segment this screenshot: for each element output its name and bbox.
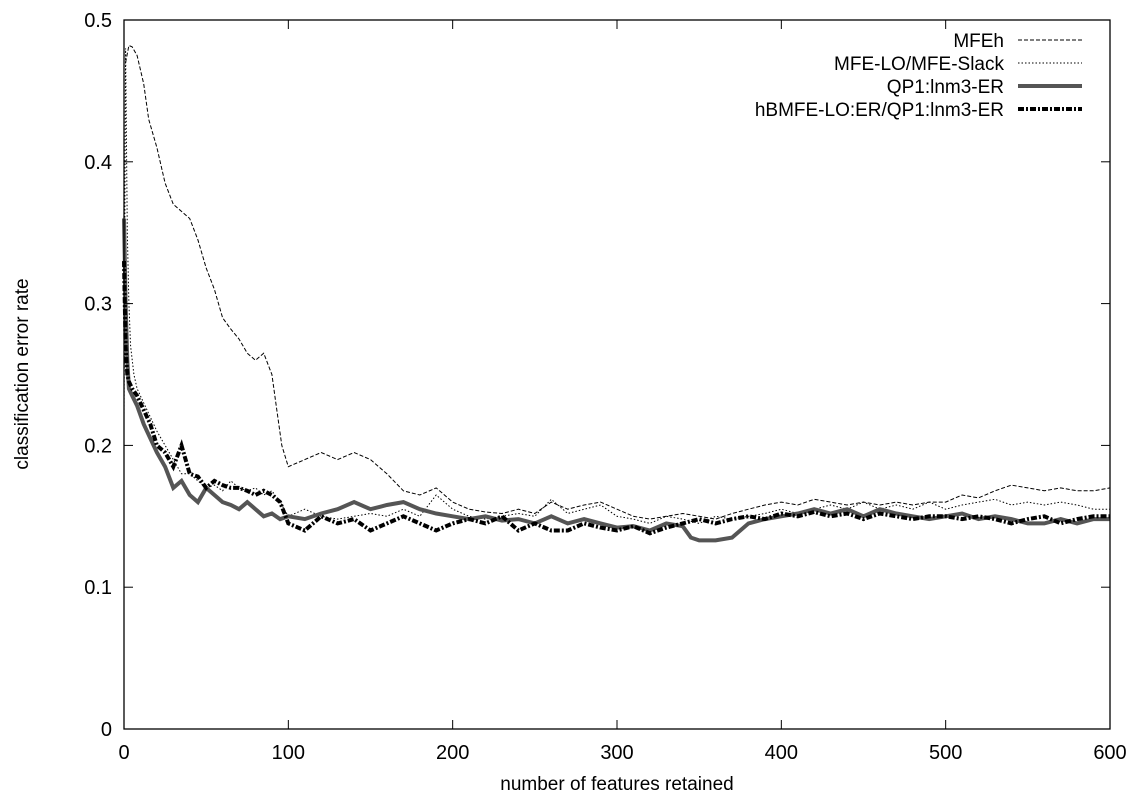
series-line-4 <box>122 261 1110 536</box>
series-line-3 <box>122 218 1110 543</box>
x-axis-title: number of features retained <box>500 774 733 795</box>
x-ticks: 0 100 200 300 400 500 600 <box>118 20 1127 764</box>
y-tick-label: 0.5 <box>84 10 112 32</box>
x-tick-label: 300 <box>600 742 633 764</box>
series-layer <box>122 44 1111 543</box>
y-ticks: 0 0.1 0.2 0.3 0.4 0.5 <box>84 10 1110 741</box>
y-tick-label: 0.1 <box>84 577 112 599</box>
legend-label: MFE-LO/MFE-Slack <box>834 54 1004 75</box>
x-tick-label: 400 <box>765 742 798 764</box>
series-line-1 <box>125 44 1111 520</box>
x-tick-label: 200 <box>436 742 469 764</box>
x-tick-label: 500 <box>929 742 962 764</box>
x-tick-label: 0 <box>118 742 129 764</box>
legend: MFEhMFE-LO/MFE-SlackQP1:lnm3-ERhBMFE-LO:… <box>755 31 1082 121</box>
series-line-2 <box>123 48 1110 524</box>
legend-label: MFEh <box>953 31 1004 52</box>
y-axis-title: classification error rate <box>12 278 33 469</box>
x-tick-label: 100 <box>272 742 305 764</box>
y-tick-label: 0 <box>101 719 112 741</box>
y-tick-label: 0.3 <box>84 294 112 316</box>
legend-label: QP1:lnm3-ER <box>887 77 1004 98</box>
legend-label: hBMFE-LO:ER/QP1:lnm3-ER <box>755 100 1004 121</box>
y-tick-label: 0.4 <box>84 152 112 174</box>
x-tick-label: 600 <box>1093 742 1126 764</box>
y-tick-label: 0.2 <box>84 435 112 457</box>
